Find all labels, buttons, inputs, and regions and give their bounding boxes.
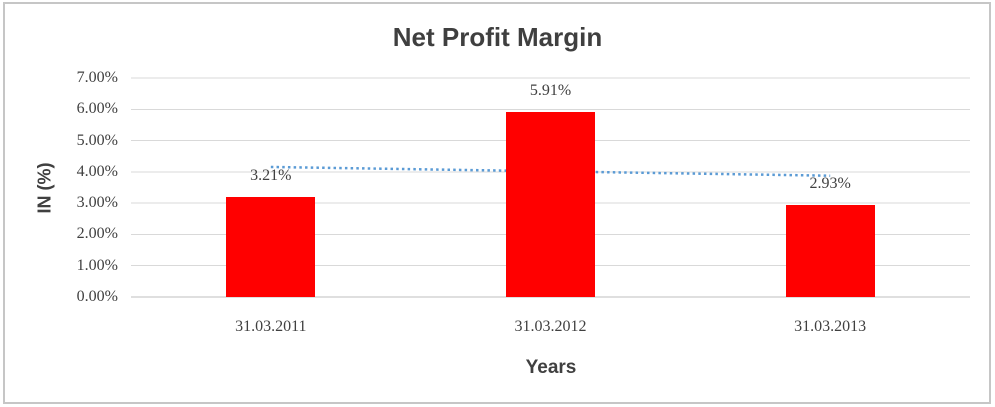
bar[interactable]	[506, 112, 595, 297]
x-category-label: 31.03.2013	[794, 318, 867, 335]
y-tick-label: 2.00%	[76, 225, 118, 243]
y-tick-label: 0.00%	[76, 288, 118, 305]
chart-title: Net Profit Margin	[392, 22, 603, 52]
y-tick-label: 4.00%	[76, 162, 118, 180]
bar-data-label: 5.91%	[529, 82, 572, 100]
x-category-label: 31.03.2011	[235, 318, 307, 335]
x-axis-title: Years	[525, 357, 577, 378]
bar[interactable]	[785, 205, 875, 297]
y-tick-label: 1.00%	[76, 256, 118, 274]
y-tick-label: 3.00%	[76, 194, 118, 212]
y-tick-label: 7.00%	[76, 69, 118, 86]
bar-data-label: 2.93%	[809, 175, 851, 193]
y-tick-label: 5.00%	[76, 131, 118, 149]
bar[interactable]	[226, 196, 316, 297]
bar-data-label: 3.21%	[250, 166, 292, 184]
x-category-label: 31.03.2012	[514, 318, 587, 335]
y-tick-label: 6.00%	[76, 100, 118, 118]
